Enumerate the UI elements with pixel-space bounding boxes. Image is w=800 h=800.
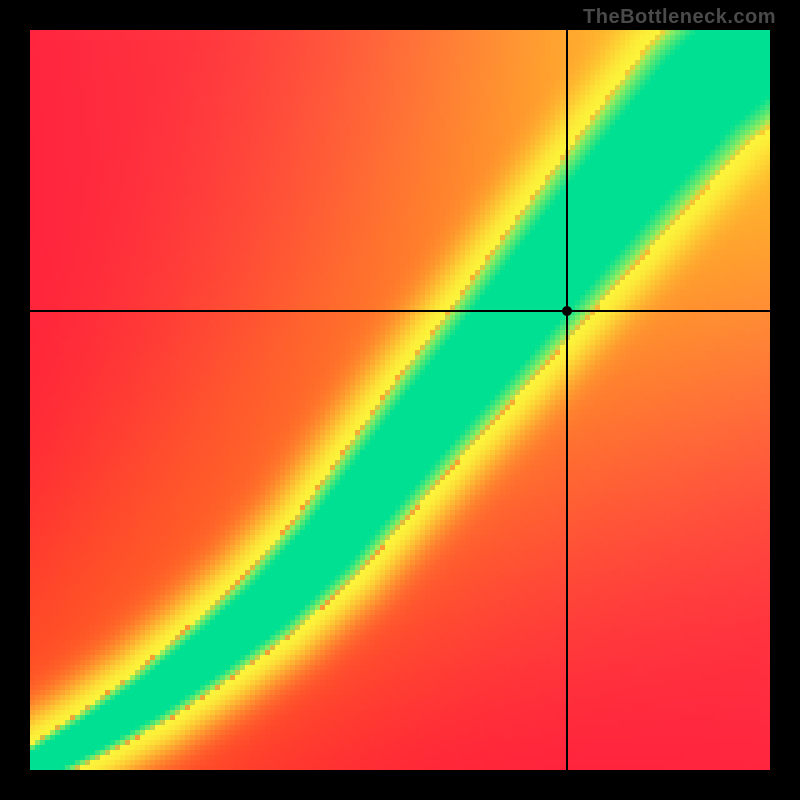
heatmap-plot xyxy=(30,30,770,770)
heatmap-canvas xyxy=(30,30,770,770)
watermark-text: TheBottleneck.com xyxy=(583,6,776,29)
crosshair-horizontal xyxy=(30,310,770,312)
crosshair-dot xyxy=(562,306,572,316)
crosshair-vertical xyxy=(566,30,568,770)
